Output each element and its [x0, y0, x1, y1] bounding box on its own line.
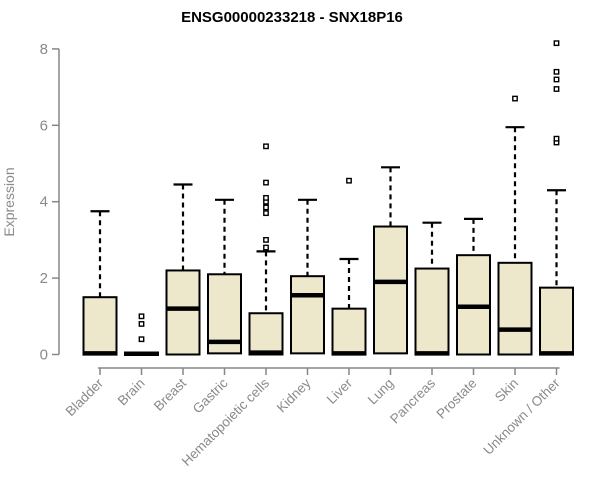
outlier-point — [553, 135, 560, 142]
y-tick-label: 6 — [40, 117, 48, 134]
y-tick-label: 8 — [40, 41, 48, 58]
outlier-point — [263, 204, 269, 211]
x-tick-label: Skin — [492, 376, 521, 405]
outlier-point — [512, 95, 518, 102]
y-tick-label: 4 — [40, 194, 48, 211]
outlier-point — [553, 68, 560, 75]
y-tick-label: 2 — [40, 270, 48, 287]
x-tick-label: Breast — [151, 375, 189, 413]
x-tick-label: Prostate — [433, 376, 479, 422]
outlier-point — [263, 179, 269, 186]
x-tick-label: Brain — [115, 376, 148, 409]
box-skin — [497, 261, 533, 356]
outlier-point — [263, 143, 269, 150]
y-tick-label: 0 — [40, 347, 48, 364]
box-liver — [331, 307, 367, 356]
outlier-point — [263, 236, 269, 243]
outlier-point — [138, 336, 145, 343]
outlier-point — [553, 86, 560, 92]
box-unknown-other — [539, 286, 574, 356]
x-tick-label: Gastric — [190, 375, 231, 416]
x-tick-label: Bladder — [63, 375, 107, 419]
box-kidney — [290, 275, 325, 355]
boxes — [82, 40, 574, 356]
chart-title: ENSG00000233218 - SNX18P16 — [181, 9, 403, 26]
x-tick-label: Lung — [365, 376, 397, 408]
outlier-point — [263, 210, 269, 217]
x-tick-label: Kidney — [274, 375, 314, 415]
y-axis-label: Expression — [1, 167, 17, 236]
box-breast — [165, 269, 201, 356]
x-tick-label: Pancreas — [387, 375, 438, 426]
box-lung — [373, 225, 408, 355]
box-pancreas — [414, 267, 450, 356]
outlier-point — [263, 194, 269, 201]
x-tick-label: Unknown / Other — [480, 375, 563, 458]
outlier-point — [263, 244, 269, 251]
box-hematopoietic-cells — [248, 312, 284, 356]
box-bladder — [82, 296, 118, 356]
outlier-point — [138, 321, 145, 327]
outlier-point — [553, 40, 560, 47]
outlier-point — [138, 313, 145, 320]
outlier-point — [553, 76, 560, 83]
x-tick-label: Liver — [324, 375, 356, 407]
outlier-point — [346, 177, 352, 184]
